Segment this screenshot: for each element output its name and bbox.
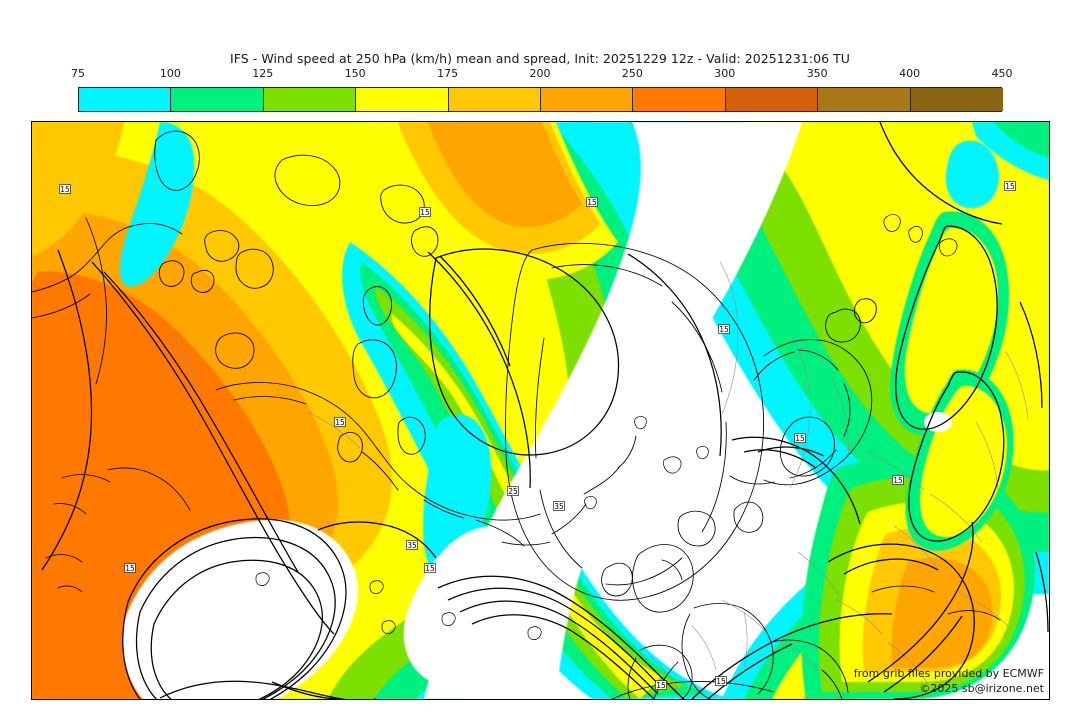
coastlines: [32, 130, 1001, 699]
contour-label-box: [794, 433, 806, 443]
contour-label-box: [1004, 181, 1016, 191]
colorbar-band-400-450: [910, 88, 1003, 111]
contour-label-15-2: 15: [587, 198, 597, 207]
colorbar-tick-350: 350: [806, 67, 828, 80]
contour-label-box: [406, 540, 418, 550]
contour-label-15-8: 15: [425, 564, 435, 573]
contour-label-15-14: 15: [716, 677, 726, 686]
ee-200: [891, 558, 993, 668]
colorbar-band-200-250: [540, 88, 634, 111]
contour-label-box: [553, 501, 565, 511]
ne-corner-bands: [945, 122, 1049, 209]
contour-labels: 15 15 15 15 15 15 15 15 15 25 35 15 35 15 15: [59, 181, 1016, 690]
tl-175: [32, 122, 124, 256]
ne-cyan-patch: [945, 140, 999, 209]
colorbar-tick-250: 250: [621, 67, 643, 80]
filled-contours: [32, 122, 1049, 699]
contour-label-35-12: 35: [407, 541, 417, 550]
contour-label-15-0: 15: [60, 185, 70, 194]
colorbar-tick-175: 175: [437, 67, 459, 80]
colorbar-band-75-100: [79, 88, 172, 111]
contour-label-box: [586, 197, 598, 207]
colorbar-tick-labels: 75 100 125 150 175 200 250 300 350 400 450: [71, 67, 1013, 83]
mid-white-low: [403, 525, 566, 689]
contour-label-15-7: 15: [1005, 182, 1015, 191]
nor-150: [904, 227, 998, 414]
colorbar-tick-400: 400: [899, 67, 921, 80]
colorbar-tick-100: 100: [159, 67, 181, 80]
contour-label-box: [718, 324, 730, 334]
ne-100: [994, 122, 1049, 158]
ac-200: [428, 122, 582, 228]
contour-label-15-1: 15: [420, 208, 430, 217]
page-title: IFS - Wind speed at 250 hPa (km/h) mean …: [230, 51, 850, 66]
ul-cyan-streak: [119, 122, 195, 287]
colorbar-tick-200: 200: [529, 67, 551, 80]
contour-label-35-10: 35: [554, 502, 564, 511]
contour-label-25-9: 25: [508, 487, 518, 496]
colorbar-band-350-400: [818, 88, 911, 111]
map-plot-area[interactable]: 15 15 15 15 15 15 15 15 15 25 35 15 35 15 15: [31, 121, 1050, 700]
contour-label-box: [424, 563, 436, 573]
contour-label-15-5: 15: [795, 434, 805, 443]
colorbar: 75 100 125 150 175 200 250 300 350 400 450: [71, 67, 1013, 112]
contour-label-15-3: 15: [719, 325, 729, 334]
contour-label-15-11: 15: [125, 564, 135, 573]
colorbar-tick-125: 125: [252, 67, 274, 80]
colorbar-band-175-200: [448, 88, 541, 111]
contour-label-box: [59, 184, 71, 194]
contour-label-15-4: 15: [335, 418, 345, 427]
contour-label-15-6: 15: [893, 476, 903, 485]
arctic-canada-warm: [368, 122, 618, 281]
contour-label-box: [334, 417, 346, 427]
contour-label-box: [124, 563, 136, 573]
colorbar-tick-300: 300: [714, 67, 736, 80]
colorbar-tick-150: 150: [344, 67, 366, 80]
contour-label-15-13: 15: [656, 681, 666, 690]
contour-label-box: [419, 207, 431, 217]
colorbar-tick-450: 450: [991, 67, 1013, 80]
colorbar-band-150-175: [356, 88, 449, 111]
map-canvas: 15 15 15 15 15 15 15 15 15 25 35 15 35 15 15: [32, 122, 1049, 699]
colorbar-tick-75: 75: [71, 67, 85, 80]
colorbar-band-125-150: [263, 88, 357, 111]
contour-label-box: [507, 486, 519, 496]
contour-label-box: [655, 680, 667, 690]
topleft-warm: [32, 122, 124, 256]
spread-contours: [41, 122, 1049, 699]
country-borders: [171, 261, 1029, 693]
colorbar-bands: [78, 87, 1003, 112]
contour-label-box: [892, 475, 904, 485]
colorbar-band-250-300: [633, 88, 726, 111]
contour-label-box: [715, 676, 727, 686]
colorbar-band-100-125: [171, 88, 264, 111]
low-zone-white-atlantic: [122, 519, 358, 699]
colorbar-band-300-350: [725, 88, 819, 111]
white-islands: [284, 412, 952, 663]
